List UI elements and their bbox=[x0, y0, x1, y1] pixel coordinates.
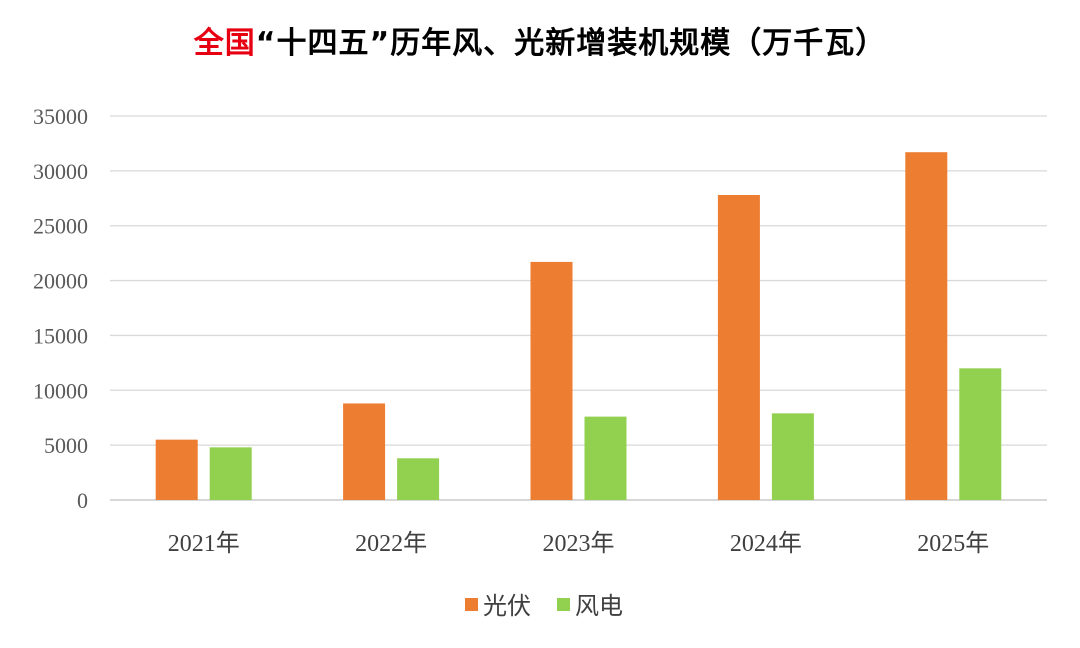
chart-title-text: “十四五”历年风、光新增装机规模（万千瓦） bbox=[255, 26, 887, 61]
y-tick-label: 15000 bbox=[33, 323, 88, 348]
legend-swatch-pv bbox=[465, 598, 478, 611]
bar-wind bbox=[771, 413, 814, 500]
x-tick-label: 2023年 bbox=[543, 530, 615, 557]
legend: 光伏 风电 bbox=[465, 592, 623, 620]
bar-pv bbox=[343, 403, 386, 500]
gridlines bbox=[110, 115, 1047, 501]
x-tick-label: 2024年 bbox=[730, 530, 802, 557]
bar-wind bbox=[959, 368, 1002, 500]
legend-label-wind: 风电 bbox=[575, 592, 623, 620]
bar-pv bbox=[530, 261, 573, 500]
bars bbox=[155, 152, 1002, 500]
x-tick-label: 2025年 bbox=[917, 530, 989, 557]
bar-pv bbox=[155, 439, 198, 500]
legend-swatch-wind bbox=[557, 598, 570, 611]
x-tick-label: 2022年 bbox=[355, 530, 427, 557]
y-tick-label: 0 bbox=[77, 488, 88, 513]
bar-wind bbox=[584, 416, 627, 500]
y-tick-label: 5000 bbox=[44, 433, 88, 458]
x-axis: 2021年 2022年 2023年 2024年 2025年 bbox=[168, 530, 990, 557]
chart-title: 全国“十四五”历年风、光新增装机规模（万千瓦） bbox=[0, 18, 1080, 62]
legend-label-pv: 光伏 bbox=[483, 592, 531, 620]
bar-pv bbox=[717, 194, 760, 500]
bar-wind bbox=[209, 447, 252, 500]
y-tick-label: 35000 bbox=[33, 104, 88, 129]
x-tick-label: 2021年 bbox=[168, 530, 240, 557]
chart-title-highlight: 全国 bbox=[193, 26, 256, 61]
y-tick-label: 20000 bbox=[33, 269, 88, 294]
bar-pv bbox=[905, 152, 948, 500]
y-tick-label: 30000 bbox=[33, 159, 88, 184]
y-axis: 0 5000 10000 15000 20000 25000 30000 35000 bbox=[33, 104, 88, 513]
bar-wind bbox=[397, 458, 440, 500]
y-tick-label: 25000 bbox=[33, 214, 88, 239]
y-tick-label: 10000 bbox=[33, 378, 88, 403]
